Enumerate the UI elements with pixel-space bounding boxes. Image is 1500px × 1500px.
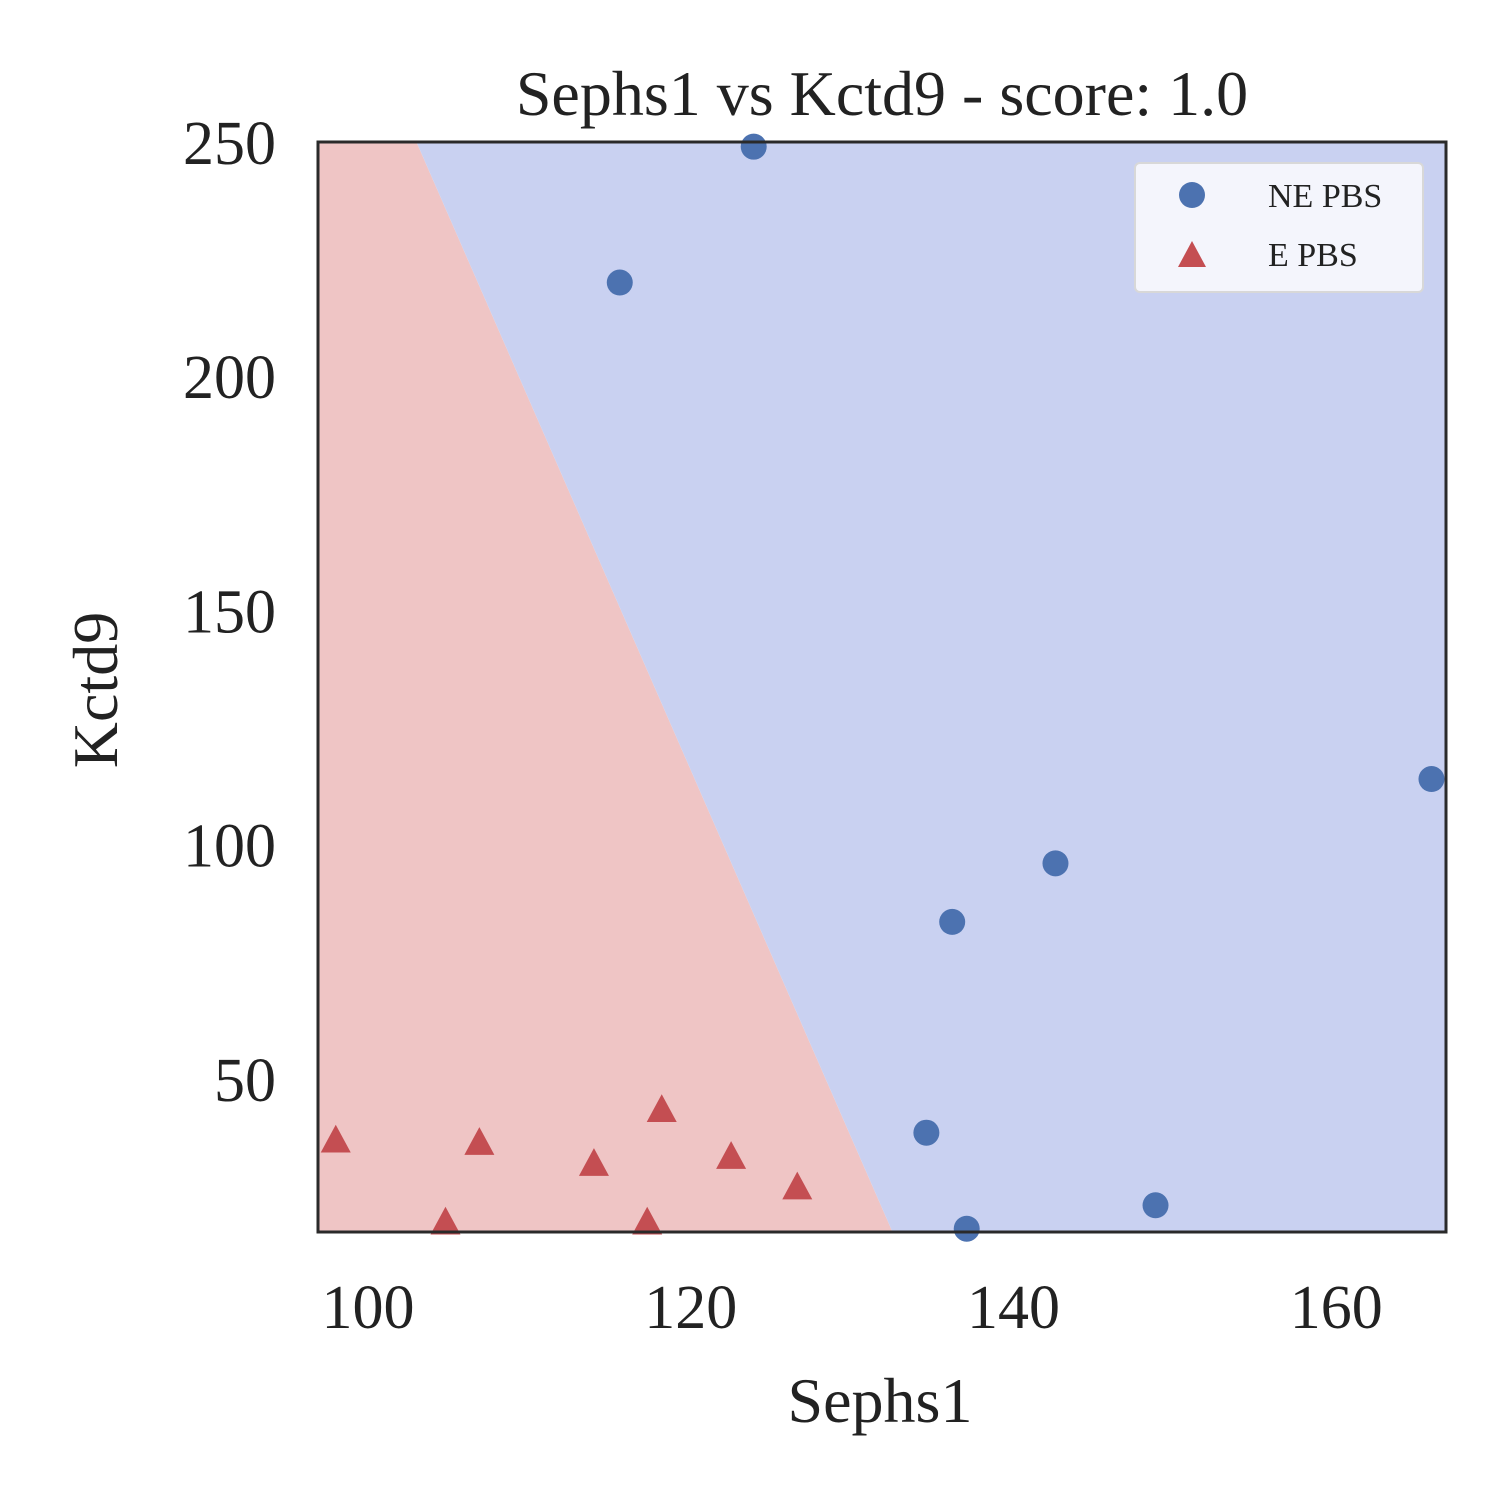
x-axis-ticks: 100 120 140 160 — [322, 1274, 1383, 1342]
point-e-pbs — [464, 1127, 495, 1155]
point-e-pbs — [578, 1148, 609, 1176]
x-tick-label: 160 — [1290, 1274, 1383, 1342]
point-ne-pbs — [1142, 1192, 1169, 1219]
legend: NE PBS E PBS — [1134, 162, 1424, 293]
y-tick-label: 200 — [183, 344, 276, 412]
point-ne-pbs — [953, 1215, 980, 1242]
y-tick-label: 250 — [183, 110, 276, 178]
point-e-pbs — [430, 1206, 461, 1235]
region-e-pbs — [318, 142, 893, 1232]
point-e-pbs — [782, 1171, 813, 1200]
point-ne-pbs — [1042, 850, 1069, 877]
point-ne-pbs — [606, 269, 633, 296]
point-e-pbs — [716, 1141, 747, 1169]
plot-frame — [316, 140, 1448, 1234]
x-tick-label: 120 — [644, 1274, 737, 1342]
point-e-pbs — [632, 1206, 663, 1235]
point-ne-pbs — [740, 133, 767, 160]
x-tick-label: 100 — [322, 1274, 415, 1342]
legend-marker-e-pbs — [1178, 241, 1206, 267]
y-axis-label: Kctd9 — [60, 612, 131, 768]
legend-box — [1134, 162, 1424, 293]
legend-label-e-pbs: E PBS — [1268, 237, 1358, 274]
region-ne-pbs — [416, 142, 1447, 1232]
y-axis-ticks: 50 100 150 200 250 — [183, 110, 276, 1115]
legend-label-ne-pbs: NE PBS — [1268, 178, 1382, 215]
point-e-pbs — [646, 1094, 677, 1123]
y-tick-label: 100 — [183, 813, 276, 881]
y-tick-label: 50 — [214, 1047, 276, 1115]
x-axis-label: Sephs1 — [788, 1365, 973, 1436]
legend-marker-ne-pbs — [1179, 182, 1205, 208]
point-ne-pbs — [913, 1119, 940, 1146]
data-points — [320, 133, 1445, 1242]
point-ne-pbs — [1418, 766, 1445, 793]
x-tick-label: 140 — [967, 1274, 1060, 1342]
point-ne-pbs — [939, 908, 966, 935]
chart-title: Sephs1 vs Kctd9 - score: 1.0 — [516, 58, 1248, 129]
y-tick-label: 150 — [183, 578, 276, 646]
point-e-pbs — [320, 1124, 351, 1153]
